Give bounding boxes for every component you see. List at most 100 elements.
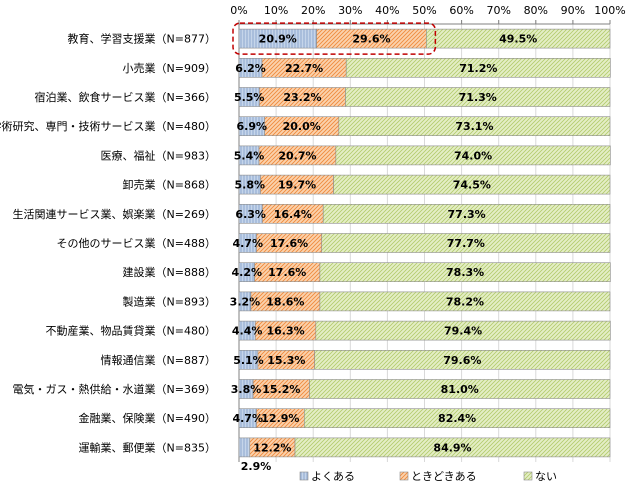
data-label: 20.9% <box>259 33 297 46</box>
category-label: 生活関連サービス業、娯楽業（N=269） <box>13 207 216 221</box>
bar-segment <box>345 87 611 107</box>
data-label: 17.6% <box>270 237 308 250</box>
category-label: 製造業（N=893） <box>123 294 216 308</box>
category-label: その他のサービス業（N=488） <box>57 237 216 250</box>
data-label: 4.7% <box>232 412 263 425</box>
category-label: 卸売業（N=868） <box>123 178 216 192</box>
data-label: 20.0% <box>283 120 321 133</box>
bar-segment <box>294 437 611 458</box>
bar-segment <box>314 349 611 370</box>
legend-swatch <box>299 471 309 481</box>
data-label: 3.2% <box>230 295 261 308</box>
x-tick-label: 100% <box>594 4 625 17</box>
category-label: 金融業、保険業（N=490） <box>79 411 216 425</box>
data-label: 84.9% <box>433 441 471 454</box>
bar-segment <box>319 262 611 283</box>
x-tick-label: 90% <box>561 4 585 17</box>
data-label: 16.4% <box>274 208 312 221</box>
data-label: 12.9% <box>261 412 299 425</box>
data-label: 4.7% <box>232 237 263 250</box>
bars <box>238 28 611 458</box>
data-label: 78.2% <box>446 295 484 308</box>
category-label: 学術研究、専門・技術サービス業（N=480） <box>0 119 216 133</box>
highlight-box <box>232 22 437 55</box>
x-tick-label: 30% <box>338 4 362 17</box>
data-label: 77.7% <box>447 237 485 250</box>
bar-segment <box>303 408 611 429</box>
data-label: 73.1% <box>455 120 493 133</box>
bar-segment <box>238 437 251 458</box>
category-label: 電気・ガス・熱供給・水道業（N=369） <box>13 382 216 396</box>
data-label: 71.2% <box>459 62 497 75</box>
data-label: 19.7% <box>278 179 316 192</box>
x-tick-label: 0% <box>230 4 247 17</box>
data-label: 3.8% <box>231 383 262 396</box>
bar-segment <box>338 116 611 136</box>
category-label: 教育、学習支援業（N=877） <box>68 32 216 46</box>
bar-segment <box>322 204 611 224</box>
category-label: 小売業（N=909） <box>123 62 216 75</box>
bar-segment <box>335 145 611 166</box>
x-tick-label: 60% <box>449 4 473 17</box>
data-label: 4.4% <box>232 325 263 338</box>
x-tick-label: 70% <box>486 4 510 17</box>
category-label: 情報通信業（N=887） <box>101 354 216 367</box>
legend-swatch <box>399 471 409 481</box>
data-label: 74.0% <box>454 149 492 162</box>
x-tick-label: 20% <box>301 4 325 17</box>
data-label: 23.2% <box>283 91 321 104</box>
data-label: 17.6% <box>268 266 306 279</box>
data-label: 79.6% <box>443 354 481 367</box>
data-label: 5.8% <box>235 179 266 192</box>
category-label: 不動産業、物品賃貸業（N=480） <box>46 324 216 338</box>
data-label: 15.2% <box>262 383 300 396</box>
legend: よくある ときどきある ない <box>299 470 557 483</box>
legend-label: ない <box>535 470 557 483</box>
data-label: 15.3% <box>267 354 305 367</box>
highlight-box <box>232 22 437 55</box>
data-label: 20.7% <box>278 149 316 162</box>
x-tick-label: 80% <box>524 4 548 17</box>
bar-segment <box>321 233 611 253</box>
data-label: 49.5% <box>499 33 537 46</box>
legend-swatch <box>523 471 533 481</box>
category-label: 建設業（N=888） <box>123 265 216 279</box>
data-label: 22.7% <box>285 62 323 75</box>
bar-segment <box>426 28 611 49</box>
data-label: 81.0% <box>441 383 479 396</box>
category-label: 運輸業、郵便業（N=835） <box>79 440 216 454</box>
legend-label: よくある <box>311 470 355 483</box>
data-label: 5.1% <box>233 354 264 367</box>
x-tick-label: 10% <box>264 4 288 17</box>
data-label: 4.2% <box>232 266 263 279</box>
x-tick-label: 40% <box>375 4 399 17</box>
bar-segment <box>315 320 611 341</box>
data-label: 6.9% <box>237 120 268 133</box>
x-tick-label: 50% <box>412 4 436 17</box>
bar-segment <box>309 379 611 399</box>
data-label: 29.6% <box>352 33 390 46</box>
data-label: 12.2% <box>253 441 291 454</box>
data-label: 5.4% <box>234 149 265 162</box>
category-label: 医療、福祉（N=983） <box>101 148 216 162</box>
data-label: 5.5% <box>234 91 265 104</box>
data-label: 74.5% <box>453 179 491 192</box>
data-label: 18.6% <box>266 295 304 308</box>
category-label: 宿泊業、飲食サービス業（N=366） <box>35 90 216 104</box>
data-label: 82.4% <box>438 412 476 425</box>
bar-segment <box>345 57 611 78</box>
data-label: 78.3% <box>446 266 484 279</box>
data-label: 77.3% <box>448 208 486 221</box>
data-label: 2.9% <box>241 460 272 473</box>
data-labels: 20.9% 29.6% 49.5% 6.2% 22.7% 71.2% 5.5% 23.2% 71… <box>230 33 538 473</box>
data-label: 6.3% <box>235 208 266 221</box>
x-axis-ticks: 0% 10% 20% 30% 40% 50% 60% 70% 80% 90% 100% <box>230 4 625 17</box>
data-label: 79.4% <box>444 325 482 338</box>
bar-segment <box>319 291 611 312</box>
legend-label: ときどきある <box>411 470 477 483</box>
data-label: 6.2% <box>235 62 266 75</box>
data-label: 16.3% <box>266 325 304 338</box>
data-label: 71.3% <box>459 91 497 104</box>
category-labels: 教育、学習支援業（N=877） 小売業（N=909） 宿泊業、飲食サービス業（N=3… <box>0 32 216 455</box>
